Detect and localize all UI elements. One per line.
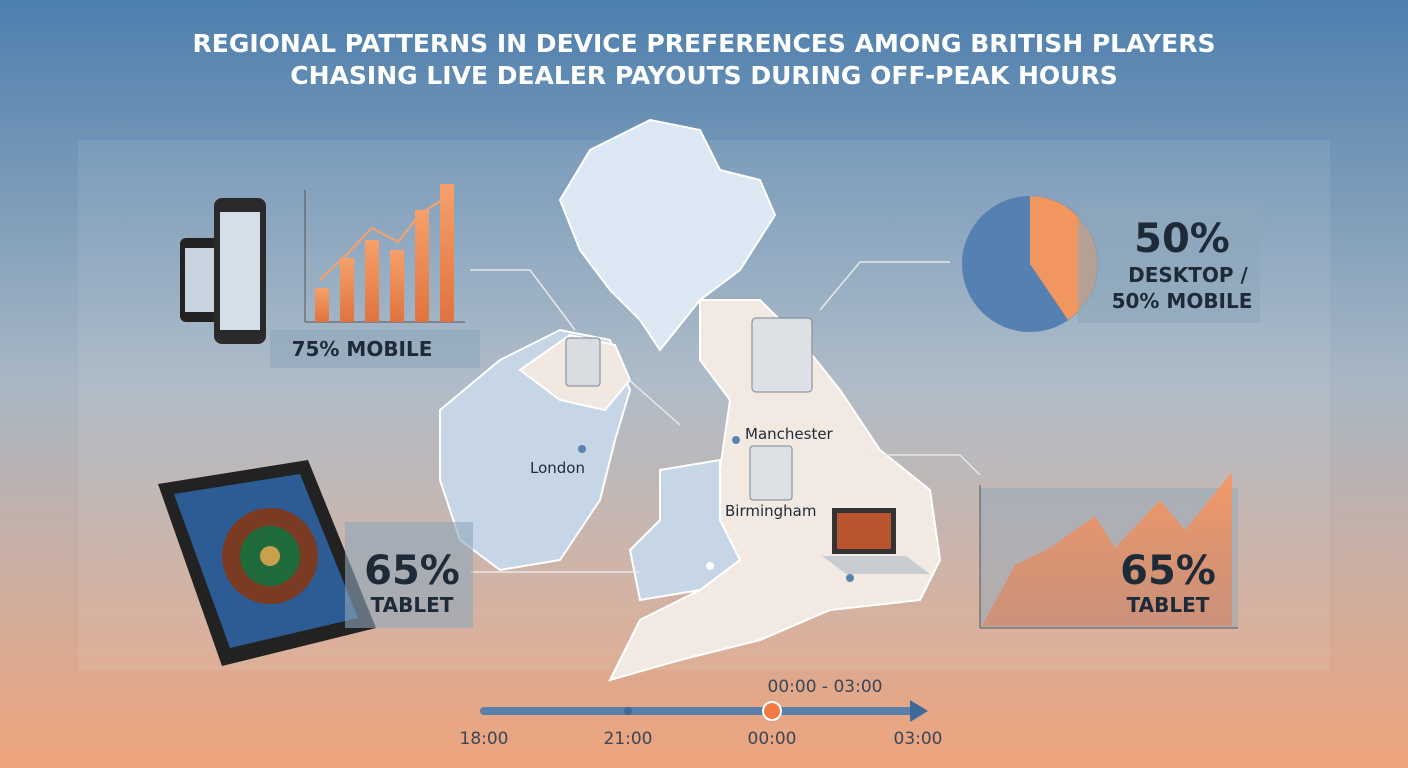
connector xyxy=(470,261,981,573)
mini-bar-chart xyxy=(304,184,465,323)
callout-text: DESKTOP / xyxy=(1128,263,1248,287)
callout-value: 65% xyxy=(1120,548,1216,594)
city-dot xyxy=(706,562,714,570)
callout-text: TABLET xyxy=(1127,593,1210,617)
callout-box xyxy=(270,330,480,368)
city-dot xyxy=(846,574,854,582)
city-label: Manchester xyxy=(745,425,834,443)
callout-box xyxy=(1078,205,1260,323)
timeline-tick: 21:00 xyxy=(604,729,653,749)
desktop-tower xyxy=(565,317,813,501)
tablet-icon xyxy=(158,460,376,666)
title-line: REGIONAL PATTERNS IN DEVICE PREFERENCES … xyxy=(193,29,1216,58)
city-label: London xyxy=(530,459,585,477)
city-dot xyxy=(732,436,740,444)
timeline-tick: 00:00 xyxy=(748,729,797,749)
scotland xyxy=(558,118,777,352)
callout-box xyxy=(345,522,473,628)
time-window: 00:00 - 03:00 xyxy=(768,677,883,697)
phones-icon xyxy=(180,198,266,344)
title-line: CHASING LIVE DEALER PAYOUTS DURING OFF-P… xyxy=(290,61,1117,90)
laptop-icon xyxy=(822,508,930,574)
callout-value: 65% xyxy=(364,548,460,594)
timeline xyxy=(480,700,928,722)
callout-text: 50% MOBILE xyxy=(1112,289,1253,313)
city-dot xyxy=(578,445,586,453)
pie-chart xyxy=(962,196,1098,332)
city-label: Birmingham xyxy=(725,502,816,520)
timeline-tick: 18:00 xyxy=(460,729,509,749)
callout-value: 50% xyxy=(1134,216,1230,262)
timeline-tick: 03:00 xyxy=(894,729,943,749)
mini-area-chart xyxy=(979,472,1238,629)
callout-text: 75% MOBILE xyxy=(292,337,433,361)
callout-text: TABLET xyxy=(371,593,454,617)
